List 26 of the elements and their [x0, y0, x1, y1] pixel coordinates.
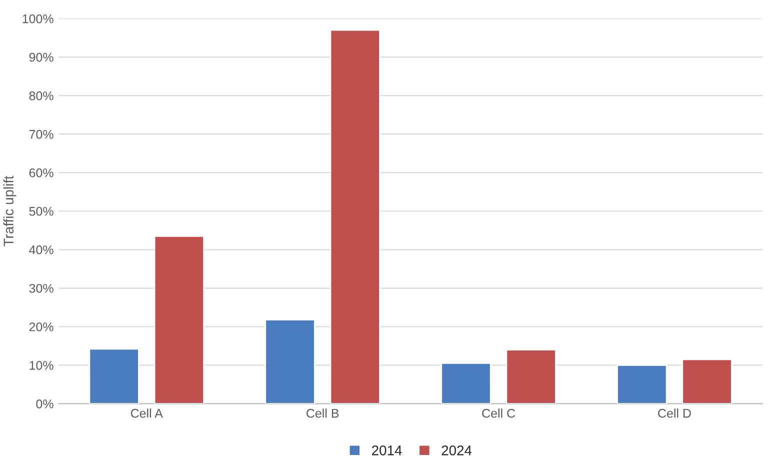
bar [440, 362, 492, 404]
y-tick-label: 30% [29, 284, 54, 293]
x-tick-label: Cell B [306, 408, 339, 418]
bar [682, 358, 732, 404]
y-tick-label: 20% [29, 322, 54, 332]
y-tick-label: 50% [29, 206, 54, 216]
legend-label: 2014 [372, 446, 402, 456]
y-tick-label: 0% [36, 399, 54, 408]
y-axis-title: Traffic uplift [3, 176, 16, 246]
x-tick-label: Cell C [482, 408, 516, 418]
bar [264, 319, 316, 404]
x-tick-label: Cell A [130, 408, 163, 418]
x-tick-label: Cell D [658, 408, 691, 418]
y-tick-label: 40% [29, 245, 54, 254]
bar [154, 235, 205, 404]
legend-label: 2024 [442, 446, 472, 456]
y-tick-label: 90% [29, 52, 54, 62]
y-tick-label: 60% [29, 168, 54, 178]
y-tick-label: 10% [30, 360, 54, 370]
y-tick-label: 80% [29, 91, 54, 100]
bar [330, 29, 380, 404]
bar [616, 364, 668, 404]
bar [506, 349, 556, 404]
bar [88, 348, 140, 404]
y-tick-label: 70% [29, 130, 54, 139]
y-tick-label: 100% [22, 14, 54, 24]
